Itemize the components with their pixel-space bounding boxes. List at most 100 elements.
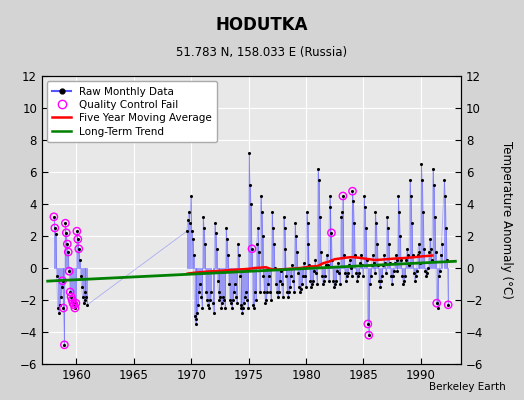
Point bbox=[387, 273, 395, 279]
Point bbox=[441, 193, 450, 199]
Point bbox=[433, 305, 442, 311]
Point bbox=[216, 294, 225, 300]
Point bbox=[350, 220, 358, 226]
Point bbox=[410, 278, 419, 284]
Point bbox=[206, 297, 214, 303]
Point bbox=[432, 300, 441, 306]
Point bbox=[392, 257, 401, 263]
Point bbox=[264, 281, 272, 287]
Y-axis label: Temperature Anomaly (°C): Temperature Anomaly (°C) bbox=[500, 141, 513, 299]
Point bbox=[231, 281, 239, 287]
Point bbox=[346, 265, 355, 271]
Point bbox=[75, 257, 84, 263]
Point bbox=[206, 289, 215, 295]
Point bbox=[200, 225, 209, 231]
Point bbox=[57, 284, 66, 290]
Point bbox=[54, 310, 63, 316]
Point bbox=[228, 297, 237, 303]
Point bbox=[373, 241, 381, 247]
Point bbox=[60, 342, 69, 348]
Point bbox=[262, 297, 270, 303]
Point bbox=[235, 273, 244, 279]
Point bbox=[78, 284, 86, 290]
Point bbox=[292, 233, 300, 239]
Point bbox=[350, 198, 358, 204]
Point bbox=[195, 289, 203, 295]
Point bbox=[418, 177, 427, 183]
Point bbox=[69, 300, 77, 306]
Point bbox=[234, 241, 242, 247]
Point bbox=[296, 289, 304, 295]
Point bbox=[68, 297, 77, 303]
Point bbox=[233, 300, 241, 306]
Point bbox=[253, 241, 261, 247]
Point bbox=[214, 289, 223, 295]
Point bbox=[381, 260, 389, 266]
Point bbox=[368, 252, 377, 258]
Point bbox=[417, 161, 425, 167]
Point bbox=[328, 230, 336, 236]
Point bbox=[321, 273, 329, 279]
Point bbox=[330, 284, 339, 290]
Point bbox=[340, 252, 348, 258]
Point bbox=[278, 294, 287, 300]
Point bbox=[383, 214, 391, 220]
Point bbox=[359, 273, 367, 279]
Point bbox=[218, 300, 226, 306]
Point bbox=[209, 300, 217, 306]
Point bbox=[184, 209, 193, 215]
Point bbox=[428, 257, 436, 263]
Point bbox=[256, 193, 265, 199]
Point bbox=[322, 262, 330, 268]
Point bbox=[51, 225, 59, 231]
Point bbox=[400, 278, 408, 284]
Point bbox=[348, 188, 357, 194]
Point bbox=[223, 236, 231, 242]
Point bbox=[412, 268, 421, 274]
Point bbox=[261, 300, 269, 306]
Point bbox=[212, 246, 221, 252]
Point bbox=[310, 268, 319, 274]
Point bbox=[320, 278, 328, 284]
Point bbox=[65, 268, 73, 274]
Point bbox=[333, 268, 341, 274]
Point bbox=[289, 278, 297, 284]
Point bbox=[354, 273, 363, 279]
Point bbox=[298, 281, 306, 287]
Point bbox=[245, 150, 253, 156]
Point bbox=[277, 268, 285, 274]
Point bbox=[73, 228, 81, 234]
Point bbox=[239, 305, 247, 311]
Point bbox=[312, 270, 320, 276]
Point bbox=[65, 268, 73, 274]
Point bbox=[398, 273, 407, 279]
Point bbox=[365, 332, 373, 338]
Point bbox=[201, 241, 209, 247]
Point bbox=[190, 313, 199, 319]
Point bbox=[56, 302, 64, 308]
Point bbox=[278, 281, 286, 287]
Point bbox=[309, 278, 318, 284]
Point bbox=[325, 193, 334, 199]
Point bbox=[57, 294, 65, 300]
Point bbox=[210, 310, 218, 316]
Point bbox=[300, 260, 308, 266]
Point bbox=[348, 188, 357, 194]
Point bbox=[323, 262, 332, 268]
Point bbox=[343, 273, 351, 279]
Point bbox=[421, 268, 430, 274]
Point bbox=[338, 209, 346, 215]
Point bbox=[215, 297, 224, 303]
Point bbox=[314, 166, 322, 172]
Point bbox=[268, 209, 276, 215]
Point bbox=[64, 249, 72, 255]
Point bbox=[254, 225, 262, 231]
Point bbox=[402, 257, 410, 263]
Point bbox=[385, 241, 393, 247]
Point bbox=[74, 246, 83, 252]
Point bbox=[189, 252, 198, 258]
Point bbox=[365, 332, 373, 338]
Point bbox=[266, 289, 275, 295]
Point bbox=[74, 246, 83, 252]
Point bbox=[258, 233, 267, 239]
